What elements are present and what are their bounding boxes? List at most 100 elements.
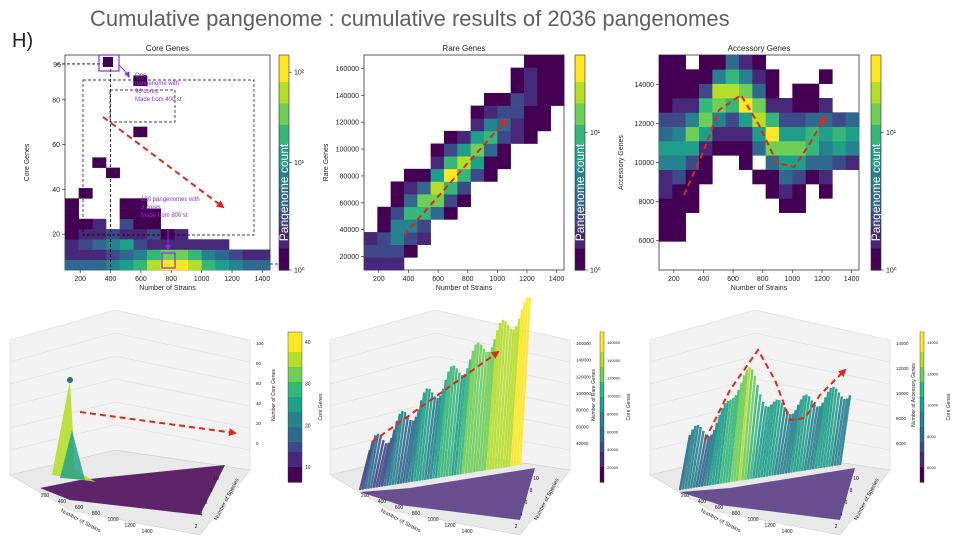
heatmap-cell: [510, 92, 525, 106]
heatmap-cell: [550, 67, 565, 81]
heatmap-cell: [256, 259, 271, 271]
heatmap-cell: [377, 257, 391, 271]
heatmap-cell: [404, 168, 418, 182]
y-tick-label: 140000: [336, 93, 359, 100]
heatmap-cell: [819, 126, 833, 142]
heatmap-cell: [659, 227, 673, 242]
surface-strip: [808, 405, 822, 470]
colorbar-segment: [871, 205, 881, 212]
heatmap-cell: [78, 218, 93, 230]
heatmap-cell: [484, 143, 498, 157]
z-tick-label: 120000: [576, 374, 592, 379]
heatmap-cell: [497, 105, 511, 119]
heatmap-cell: [819, 155, 833, 170]
heatmap-cell: [765, 169, 780, 185]
heatmap-cell: [672, 227, 686, 242]
colorbar-segment: [575, 119, 585, 126]
surface-strip: [418, 388, 431, 481]
heatmap-cell: [484, 168, 498, 182]
heatmap-cell: [497, 118, 511, 132]
colorbar-segment: [600, 427, 604, 433]
heatmap-cell: [699, 169, 713, 185]
colorbar-segment: [575, 157, 585, 164]
heatmap-cell: [685, 98, 700, 113]
heatmap-cell: [845, 112, 860, 127]
heatmap-cell: [685, 112, 700, 127]
colorbar-segment: [575, 243, 585, 250]
colorbar-segment: [871, 194, 881, 201]
heatmap-cell: [699, 126, 713, 142]
y-tick-label: 120000: [336, 120, 359, 127]
trend-arrow: [704, 348, 847, 441]
heatmap-cell: [65, 229, 79, 240]
surface-strip: [442, 365, 456, 477]
surface-strip: [377, 442, 391, 488]
colorbar-segment: [920, 477, 924, 483]
heatmap-cell: [470, 156, 485, 170]
colorbar-segment: [279, 189, 289, 196]
colorbar-segment: [920, 392, 924, 398]
colorbar-segment: [920, 427, 924, 433]
x-tick-label: 800: [412, 511, 421, 517]
heatmap-cell: [779, 98, 793, 113]
colorbar-segment: [871, 151, 881, 158]
y-tick-label: 10: [533, 476, 539, 482]
x-tick-label: 1000: [427, 517, 438, 523]
colorbar-segment: [288, 347, 302, 353]
heatmap-cell: [712, 69, 726, 84]
heatmap-cell: [497, 143, 511, 157]
y-tick-label: 6: [845, 500, 848, 506]
heatmap-cell: [845, 141, 860, 156]
heatmap-cell: [659, 55, 673, 70]
colorbar-segment: [575, 264, 585, 271]
colorbar-segment: [920, 387, 924, 393]
surface-floor: [40, 465, 225, 515]
surface-strip: [502, 329, 515, 468]
colorbar-segment: [871, 178, 881, 185]
heatmap-cell: [430, 168, 445, 182]
colorbar-segment: [920, 437, 924, 443]
heatmap-cell: [174, 229, 189, 240]
x-tick-label: 1200: [519, 276, 535, 283]
heatmap-cell: [792, 141, 806, 156]
heatmap-cell: [201, 259, 216, 271]
colorbar-segment: [600, 362, 604, 368]
y-tick-label-96: 96: [53, 62, 61, 69]
surface-floor: [680, 468, 855, 520]
surface-strip: [711, 408, 724, 486]
colorbar-segment: [575, 167, 585, 174]
colorbar-segment: [920, 422, 924, 428]
colorbar-segment: [279, 227, 289, 233]
surface-strip: [394, 412, 407, 485]
heatmap-cell: [78, 229, 93, 240]
heatmap-cell: [765, 69, 780, 84]
surface-strip: [459, 359, 472, 475]
z-tick-label: 100: [256, 341, 264, 346]
grid-line: [114, 355, 251, 385]
colorbar-segment: [920, 362, 924, 368]
trend-arrow: [102, 116, 225, 209]
x-tick-label: 800: [165, 276, 177, 283]
colorbar-segment: [600, 467, 604, 473]
heatmap-cell: [725, 69, 740, 84]
x-axis-label: Number of Strains: [436, 285, 493, 292]
colorbar-segment: [279, 200, 289, 207]
colorbar-segment: [288, 417, 302, 423]
x-tick-label: 200: [373, 276, 385, 283]
annotation-arrow-96: [118, 64, 130, 78]
heatmap-cell: [404, 244, 418, 258]
heatmap-cell: [229, 249, 243, 261]
colorbar-tick-label: 120000: [607, 376, 621, 381]
colorbar-segment: [279, 232, 289, 239]
colorbar-segment: [575, 205, 585, 212]
surface-strip: [488, 322, 502, 470]
colorbar-segment: [288, 357, 302, 363]
heatmap-cell: [524, 130, 538, 144]
y-tick-label: 8: [850, 488, 853, 494]
x-tick-label: 400: [58, 499, 67, 505]
colorbar-segment: [575, 173, 585, 180]
colorbar-segment: [575, 81, 585, 88]
surface-strip: [421, 392, 434, 481]
heatmap-cell: [537, 55, 551, 68]
heatmap-cell: [92, 218, 107, 230]
